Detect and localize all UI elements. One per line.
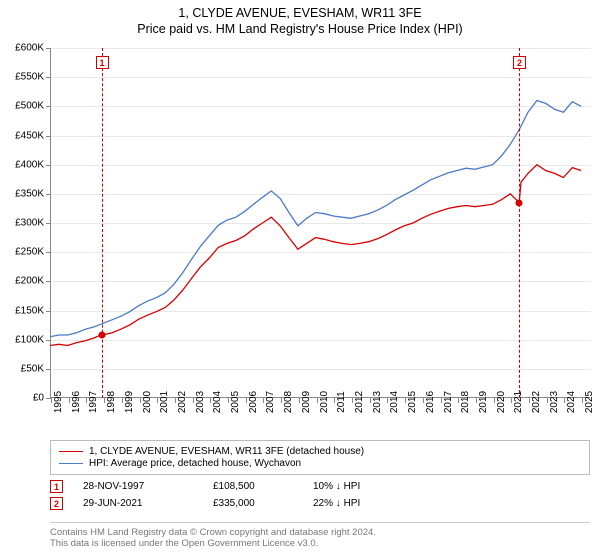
transactions-block: 1 28-NOV-1997 £108,500 10% ↓ HPI 2 29-JU… xyxy=(50,480,590,514)
transaction-num-2: 2 xyxy=(54,499,59,509)
x-tick-label: 1996 xyxy=(71,391,82,413)
x-tick-label: 2010 xyxy=(319,391,330,413)
transaction-dot-1 xyxy=(98,331,105,338)
x-tick-label: 1995 xyxy=(53,391,64,413)
x-tick-label: 2018 xyxy=(460,391,471,413)
footer-line-1: Contains HM Land Registry data © Crown c… xyxy=(50,527,590,538)
x-tick-label: 2003 xyxy=(195,391,206,413)
transaction-price-1: £108,500 xyxy=(213,481,313,492)
y-tick-label: £350K xyxy=(15,188,44,199)
x-tick-label: 1999 xyxy=(124,391,135,413)
x-tick-label: 2011 xyxy=(336,391,347,413)
chart-title-address: 1, CLYDE AVENUE, EVESHAM, WR11 3FE xyxy=(0,6,600,20)
x-tick-label: 2005 xyxy=(230,391,241,413)
chart-title-sub: Price paid vs. HM Land Registry's House … xyxy=(0,22,600,36)
y-tick-label: £400K xyxy=(15,159,44,170)
x-tick-label: 2017 xyxy=(443,391,454,413)
legend-item-hpi: HPI: Average price, detached house, Wych… xyxy=(59,458,581,469)
transaction-dot-2 xyxy=(516,199,523,206)
legend-swatch-hpi xyxy=(59,463,83,464)
chart-area: £0£50K£100K£150K£200K£250K£300K£350K£400… xyxy=(50,48,590,398)
x-tick-label: 2016 xyxy=(425,391,436,413)
x-tick-label: 1997 xyxy=(88,391,99,413)
x-tick-label: 2007 xyxy=(265,391,276,413)
x-tick-label: 2019 xyxy=(478,391,489,413)
transaction-date-2: 29-JUN-2021 xyxy=(83,498,213,509)
y-tick-label: £200K xyxy=(15,276,44,287)
transaction-vline-1 xyxy=(102,48,103,398)
x-tick-label: 2024 xyxy=(566,391,577,413)
plot-background xyxy=(50,48,590,398)
x-tick-label: 2023 xyxy=(549,391,560,413)
x-tick-label: 2002 xyxy=(177,391,188,413)
x-tick-label: 2025 xyxy=(584,391,595,413)
x-tick-label: 1998 xyxy=(106,391,117,413)
transaction-vline-2 xyxy=(519,48,520,398)
y-tick-label: £50K xyxy=(21,363,44,374)
y-tick-label: £450K xyxy=(15,130,44,141)
transaction-row: 2 29-JUN-2021 £335,000 22% ↓ HPI xyxy=(50,497,590,510)
x-tick-label: 2015 xyxy=(407,391,418,413)
transaction-marker-1: 1 xyxy=(50,480,63,493)
legend-box: 1, CLYDE AVENUE, EVESHAM, WR11 3FE (deta… xyxy=(50,440,590,475)
transaction-date-1: 28-NOV-1997 xyxy=(83,481,213,492)
y-tick-label: £300K xyxy=(15,218,44,229)
transaction-num-1: 1 xyxy=(54,482,59,492)
y-tick-label: £250K xyxy=(15,247,44,258)
x-tick-label: 2004 xyxy=(212,391,223,413)
legend-label-hpi: HPI: Average price, detached house, Wych… xyxy=(89,458,301,469)
y-tick-label: £100K xyxy=(15,334,44,345)
transaction-marker-2: 2 xyxy=(50,497,63,510)
legend-label-price-paid: 1, CLYDE AVENUE, EVESHAM, WR11 3FE (deta… xyxy=(89,446,364,457)
transaction-row: 1 28-NOV-1997 £108,500 10% ↓ HPI xyxy=(50,480,590,493)
x-tick-label: 2008 xyxy=(283,391,294,413)
y-tick-label: £150K xyxy=(15,305,44,316)
transaction-chart-marker-2: 2 xyxy=(513,56,526,69)
x-tick-label: 2001 xyxy=(159,391,170,413)
legend-item-price-paid: 1, CLYDE AVENUE, EVESHAM, WR11 3FE (deta… xyxy=(59,446,581,457)
legend-swatch-price-paid xyxy=(59,451,83,452)
x-tick-label: 2013 xyxy=(372,391,383,413)
x-tick-label: 2000 xyxy=(142,391,153,413)
x-tick-label: 2014 xyxy=(389,391,400,413)
transaction-price-2: £335,000 xyxy=(213,498,313,509)
y-tick-label: £0 xyxy=(33,393,44,404)
transaction-hpi-1: 10% ↓ HPI xyxy=(313,481,413,492)
footer-attribution: Contains HM Land Registry data © Crown c… xyxy=(50,522,590,549)
transaction-hpi-2: 22% ↓ HPI xyxy=(313,498,413,509)
x-tick-label: 2012 xyxy=(354,391,365,413)
y-tick-label: £500K xyxy=(15,101,44,112)
footer-line-2: This data is licensed under the Open Gov… xyxy=(50,538,590,549)
y-tick-label: £550K xyxy=(15,72,44,83)
transaction-chart-marker-1: 1 xyxy=(96,56,109,69)
x-tick-label: 2022 xyxy=(531,391,542,413)
x-tick-label: 2020 xyxy=(496,391,507,413)
y-tick-label: £600K xyxy=(15,43,44,54)
chart-title-block: 1, CLYDE AVENUE, EVESHAM, WR11 3FE Price… xyxy=(0,0,600,36)
x-tick-label: 2009 xyxy=(301,391,312,413)
x-tick-label: 2006 xyxy=(248,391,259,413)
